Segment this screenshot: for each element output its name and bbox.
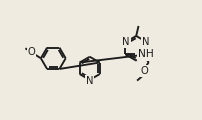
Text: O: O xyxy=(27,47,35,57)
Text: N: N xyxy=(85,76,93,86)
Text: N: N xyxy=(122,37,129,47)
Text: NH: NH xyxy=(137,49,153,59)
Text: O: O xyxy=(140,66,147,76)
Text: N: N xyxy=(142,37,149,47)
